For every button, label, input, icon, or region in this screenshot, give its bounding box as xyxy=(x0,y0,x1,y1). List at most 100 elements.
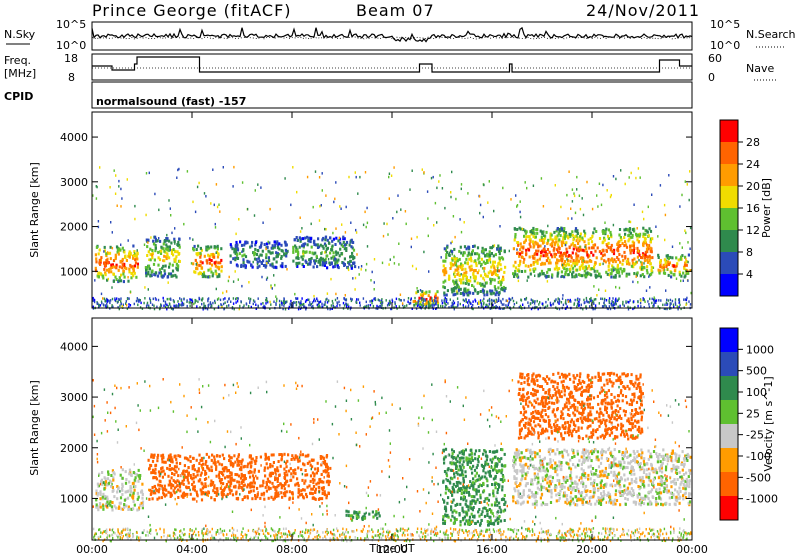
data-cell xyxy=(373,258,376,261)
data-cell xyxy=(263,304,265,308)
data-cell xyxy=(528,238,530,242)
data-cell xyxy=(647,300,649,303)
data-cell xyxy=(345,509,348,513)
data-cell xyxy=(259,253,262,257)
data-cell xyxy=(182,303,184,307)
data-cell xyxy=(474,289,477,293)
data-cell xyxy=(435,307,437,310)
data-cell xyxy=(246,241,249,245)
data-cell xyxy=(105,259,108,263)
data-cell xyxy=(160,304,163,307)
data-cell xyxy=(442,285,445,289)
data-cell xyxy=(643,236,646,240)
data-cell xyxy=(632,241,636,245)
data-cell xyxy=(271,244,274,248)
data-cell xyxy=(321,455,324,459)
data-cell xyxy=(347,268,350,272)
data-cell xyxy=(423,250,425,254)
data-cell xyxy=(254,189,256,192)
data-cell xyxy=(238,467,242,471)
data-cell xyxy=(312,304,314,308)
data-cell xyxy=(469,253,472,257)
data-cell xyxy=(631,235,634,239)
data-cell xyxy=(546,248,550,251)
data-cell xyxy=(532,256,535,260)
data-cell xyxy=(278,453,281,457)
data-cell xyxy=(390,307,392,311)
data-cell xyxy=(320,204,322,207)
data-cell xyxy=(309,260,312,263)
data-cell xyxy=(309,491,313,495)
data-cell xyxy=(621,269,624,273)
data-cell xyxy=(186,170,189,173)
data-cell xyxy=(102,276,105,280)
data-cell xyxy=(115,263,118,267)
data-cell xyxy=(619,267,622,271)
data-cell xyxy=(474,277,477,281)
data-cell xyxy=(195,248,197,251)
data-cell xyxy=(489,458,492,462)
data-cell xyxy=(649,262,652,266)
data-cell xyxy=(609,258,613,262)
data-cell xyxy=(311,251,314,255)
data-cell xyxy=(288,496,291,500)
data-cell xyxy=(256,486,259,490)
data-cell xyxy=(271,246,275,250)
noise-panel: N.Sky 10^5 10^0 10^5 10^0 N.Search xyxy=(4,18,796,52)
data-cell xyxy=(536,299,538,303)
data-cell xyxy=(170,214,172,217)
data-cell xyxy=(440,304,442,308)
data-cell xyxy=(509,298,511,302)
data-cell xyxy=(189,237,191,240)
data-cell xyxy=(498,505,501,509)
data-cell xyxy=(617,267,620,271)
data-cell xyxy=(166,458,170,462)
data-cell xyxy=(563,448,566,452)
data-cell xyxy=(505,304,507,307)
data-cell xyxy=(224,301,226,304)
data-cell xyxy=(500,478,504,482)
data-cell xyxy=(184,492,187,496)
data-cell xyxy=(452,287,455,290)
data-cell xyxy=(310,245,313,249)
data-cell xyxy=(470,507,473,511)
data-cell xyxy=(643,259,646,263)
data-cell xyxy=(301,303,304,306)
data-cell xyxy=(472,506,475,509)
data-cell xyxy=(575,273,578,277)
data-cell xyxy=(422,301,424,305)
data-cell xyxy=(106,477,110,481)
data-cell xyxy=(676,262,679,266)
data-cell xyxy=(452,215,455,218)
data-cell xyxy=(242,306,244,309)
data-cell xyxy=(190,262,193,265)
data-cell xyxy=(519,215,522,219)
data-cell xyxy=(644,252,647,256)
data-cell xyxy=(553,255,557,259)
data-cell xyxy=(525,248,528,252)
data-cell xyxy=(333,305,335,309)
data-cell xyxy=(123,275,126,279)
data-cell xyxy=(347,307,349,310)
data-cell xyxy=(475,264,478,268)
data-cell xyxy=(469,279,472,283)
data-cell xyxy=(205,452,208,456)
data-cell xyxy=(183,222,185,226)
data-cell xyxy=(631,258,634,262)
data-cell xyxy=(290,305,293,308)
data-cell xyxy=(292,250,295,254)
data-cell xyxy=(488,508,491,511)
data-cell xyxy=(186,457,189,461)
data-cell xyxy=(252,299,255,302)
data-cell xyxy=(243,483,246,487)
data-cell xyxy=(670,275,673,279)
data-cell xyxy=(483,514,487,518)
data-cell xyxy=(585,250,588,254)
data-cell xyxy=(615,302,617,305)
data-cell xyxy=(322,261,325,264)
data-cell xyxy=(545,275,548,279)
data-cell xyxy=(615,297,617,301)
data-cell xyxy=(163,272,167,276)
data-cell xyxy=(539,244,542,248)
data-cell xyxy=(533,302,536,305)
